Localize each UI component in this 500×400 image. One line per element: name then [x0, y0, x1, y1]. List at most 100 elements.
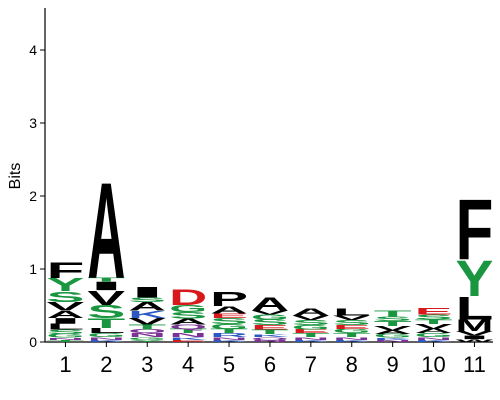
logo-letter: K	[210, 339, 248, 342]
position-label: 5	[223, 352, 235, 377]
y-ticks: 0 1 2 3 4	[29, 42, 45, 350]
logo-letter: V	[128, 316, 166, 326]
logo-letter: V	[333, 315, 371, 322]
y-tick-label: 1	[29, 261, 37, 277]
logo-letter: T	[292, 332, 330, 338]
position-label: 2	[100, 352, 112, 377]
logo-letter: I	[456, 335, 494, 341]
logo-letter: A	[292, 307, 330, 318]
position-label: 6	[264, 352, 276, 377]
logo-letter: G	[87, 332, 125, 338]
logo-letter: T	[128, 323, 166, 331]
y-axis-label: Bits	[7, 163, 24, 190]
logo-letter: T	[333, 332, 371, 338]
logo-letter: A	[128, 300, 166, 313]
logo-letter: S	[292, 319, 330, 327]
logo-letter: Q	[169, 324, 207, 331]
logo-letter: G	[292, 324, 330, 331]
logo-letter: L	[47, 322, 85, 331]
logo-letter: N	[87, 336, 125, 341]
logo-letter: Q	[251, 336, 289, 340]
logo-letter: E	[333, 324, 371, 330]
logo-letter: A	[415, 328, 453, 335]
logo-letter: Y	[47, 274, 85, 294]
logo-letter: S	[415, 313, 453, 321]
logo-letter: K	[128, 309, 166, 320]
position-label: 9	[387, 352, 399, 377]
logo-letter: N	[169, 332, 207, 338]
logo-letter: R	[210, 332, 248, 338]
logo-letter: A	[169, 317, 207, 326]
logo-letter: S	[210, 316, 248, 325]
logo-letter: V	[47, 300, 85, 314]
letter-stacks: TNGSLIAVSYFKNGLTSVITAYGNQTVKASIEKNTQASGD…	[47, 154, 494, 343]
logo-letter: K	[415, 339, 453, 342]
logo-letter: G	[374, 333, 412, 339]
logo-letter: S	[169, 310, 207, 320]
y-tick-label: 3	[29, 115, 37, 131]
logo-letter: V	[87, 287, 126, 309]
logo-letter: G	[47, 333, 85, 339]
position-label: 7	[305, 352, 317, 377]
logo-letter: K	[374, 337, 412, 340]
logo-letter: S	[47, 288, 85, 305]
logo-letter: A	[87, 154, 125, 307]
y-tick-label: 2	[29, 188, 37, 204]
logo-letter: T	[374, 309, 412, 318]
logo-letter: I	[87, 279, 125, 293]
logo-letter: V	[292, 315, 330, 322]
logo-letter: S	[374, 315, 412, 322]
logo-letter: F	[47, 258, 85, 283]
logo-letter: V	[374, 325, 412, 332]
logo-letter: N	[128, 332, 166, 338]
logo-letter: V	[251, 310, 289, 316]
x-ticks: 1 2 3 4 5 6 7 8 9 10 11	[59, 342, 486, 377]
logo-letter: S	[47, 328, 85, 335]
logo-letter: T	[374, 320, 412, 328]
logo-letter: T	[87, 277, 125, 283]
logo-letter: G	[333, 328, 371, 335]
logo-letter: A	[47, 309, 85, 320]
logo-letter: K	[87, 339, 125, 342]
position-label: 3	[141, 352, 153, 377]
logo-letter: Y	[128, 339, 166, 342]
logo-letter: I	[128, 284, 166, 301]
logo-letter: K	[333, 339, 371, 342]
logo-letter: T	[47, 339, 85, 342]
logo-letter: G	[169, 303, 207, 314]
y-tick-label: 4	[29, 42, 37, 58]
logo-letter: G	[128, 336, 166, 340]
logo-letter: N	[333, 336, 371, 341]
logo-letter: T	[210, 328, 248, 335]
logo-letter: E	[292, 329, 330, 335]
logo-letter: E	[169, 339, 207, 342]
logo-letter: A	[251, 294, 289, 314]
logo-letter: F	[456, 181, 494, 277]
logo-letter: S	[128, 296, 166, 303]
position-label: 10	[421, 352, 445, 377]
logo-letter: K	[169, 336, 207, 341]
logo-letter: S	[251, 318, 289, 327]
logo-letter: N	[415, 336, 453, 341]
logo-letter: T	[251, 329, 289, 336]
logo-letter: N	[374, 339, 412, 342]
y-tick-label: 0	[29, 334, 37, 350]
logo-letter: Q	[128, 329, 166, 335]
logo-letter: V	[456, 330, 494, 337]
logo-letter: M	[456, 317, 494, 335]
position-label: 1	[59, 352, 71, 377]
logo-letter: E	[251, 324, 289, 331]
logo-letter: T	[415, 318, 453, 325]
logo-letter: N	[251, 339, 289, 342]
logo-letter: D	[169, 284, 207, 309]
logo-letter: I	[47, 317, 85, 326]
logo-letter: V	[415, 323, 453, 331]
logo-letter: T	[87, 315, 125, 331]
position-label: 4	[182, 352, 194, 377]
logo-letter: L	[87, 327, 125, 335]
logo-letter: N	[210, 336, 248, 341]
logo-letter: L	[456, 291, 494, 327]
logo-letter: S	[87, 301, 125, 321]
logo-letter: G	[210, 323, 248, 331]
